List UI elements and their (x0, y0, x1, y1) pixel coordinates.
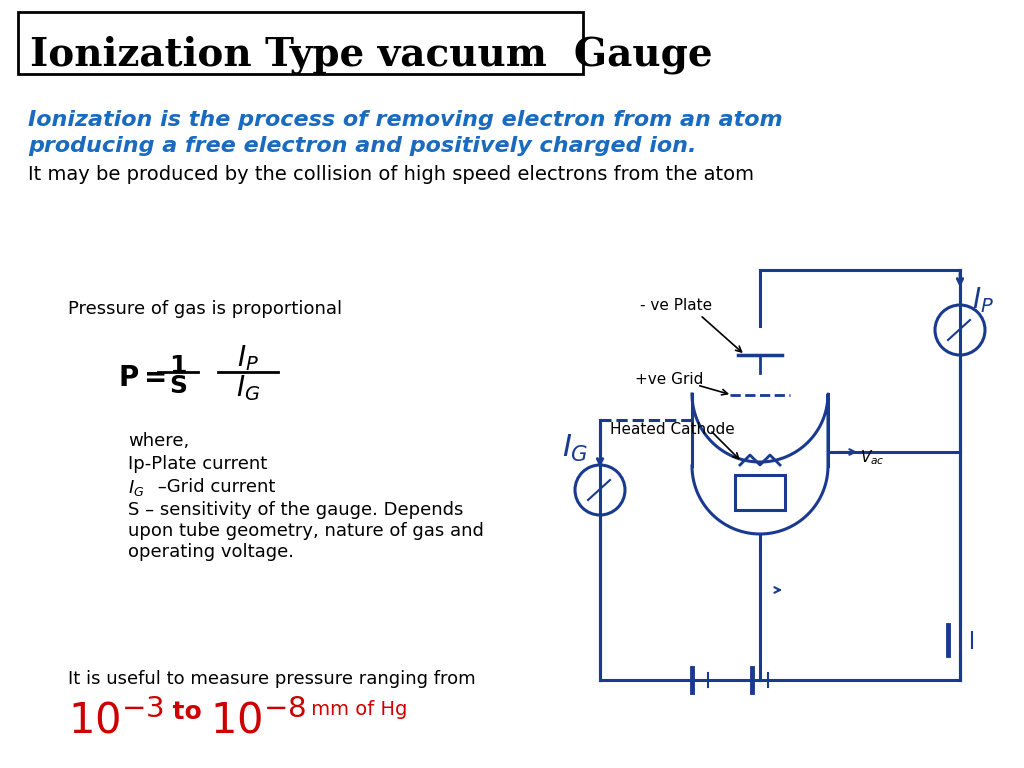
Text: It is useful to measure pressure ranging from: It is useful to measure pressure ranging… (68, 670, 475, 688)
Text: operating voltage.: operating voltage. (128, 543, 294, 561)
Circle shape (935, 305, 985, 355)
Text: $I_G$: $I_G$ (236, 373, 260, 403)
Text: $10^{-8}$: $10^{-8}$ (210, 700, 306, 743)
Text: Pressure of gas is proportional: Pressure of gas is proportional (68, 300, 342, 318)
Text: $I_G$: $I_G$ (128, 478, 144, 498)
Circle shape (575, 465, 625, 515)
Text: - ve Plate: - ve Plate (640, 297, 712, 313)
Text: +ve Grid: +ve Grid (635, 372, 703, 388)
Text: $\mathbf{1}$: $\mathbf{1}$ (169, 354, 186, 378)
Text: $I_G$: $I_G$ (562, 432, 589, 464)
Bar (735, 475, 785, 510)
FancyBboxPatch shape (18, 12, 583, 74)
Text: $10^{-3}$: $10^{-3}$ (68, 700, 164, 743)
Text: $I_P$: $I_P$ (237, 343, 259, 373)
Text: $\mathbf{P=}$: $\mathbf{P=}$ (118, 364, 166, 392)
Text: –Grid current: –Grid current (152, 478, 275, 496)
Text: It may be produced by the collision of high speed electrons from the atom: It may be produced by the collision of h… (28, 165, 754, 184)
Text: where,: where, (128, 432, 189, 450)
Text: $I_P$: $I_P$ (972, 285, 994, 315)
Text: $V_{ac}$: $V_{ac}$ (860, 449, 885, 468)
Text: to: to (155, 700, 219, 724)
Text: Ip-Plate current: Ip-Plate current (128, 455, 267, 473)
Text: S – sensitivity of the gauge. Depends: S – sensitivity of the gauge. Depends (128, 501, 464, 519)
Text: upon tube geometry, nature of gas and: upon tube geometry, nature of gas and (128, 522, 484, 540)
Text: Heated Cathode: Heated Cathode (610, 422, 735, 438)
Text: Ionization Type vacuum  Gauge: Ionization Type vacuum Gauge (30, 36, 713, 74)
Text: Ionization is the process of removing electron from an atom
producing a free ele: Ionization is the process of removing el… (28, 110, 782, 157)
Text: $\mathbf{S}$: $\mathbf{S}$ (169, 374, 187, 398)
Text: mm of Hg: mm of Hg (305, 700, 408, 719)
